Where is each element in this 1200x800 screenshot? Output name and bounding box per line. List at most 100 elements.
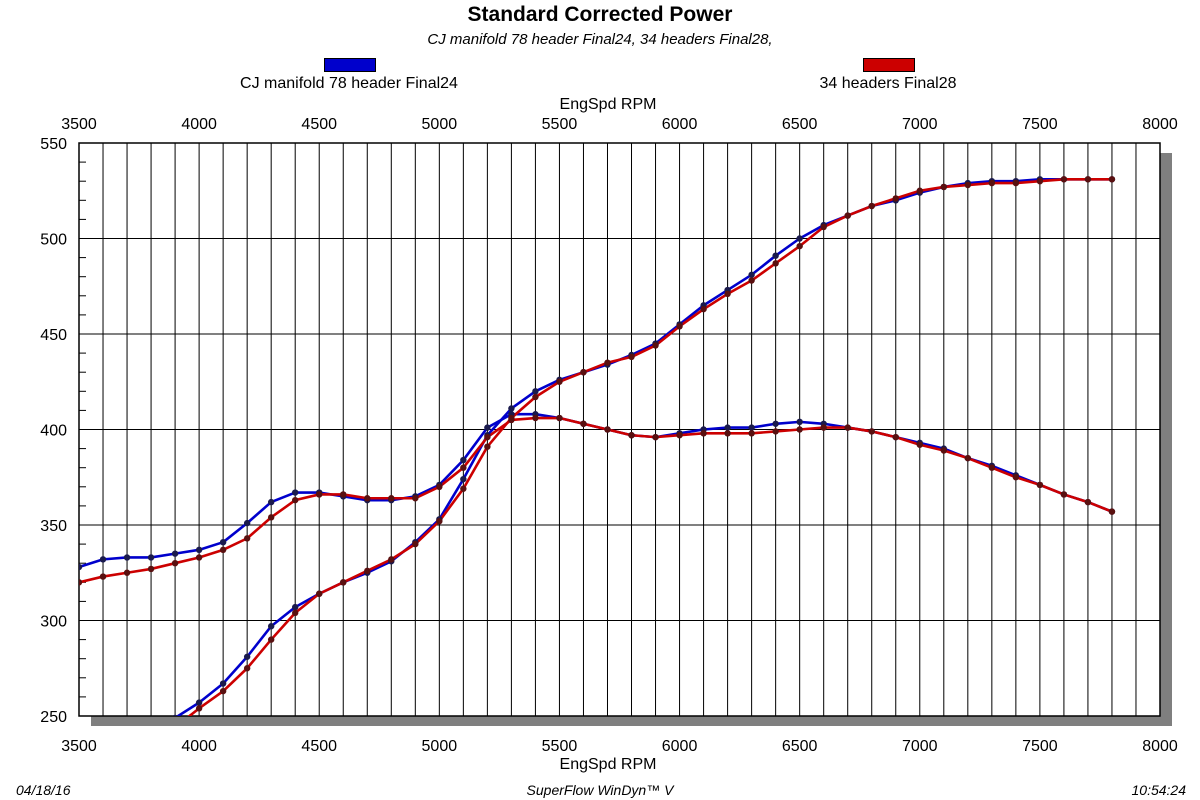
series-2-torque-point	[460, 464, 467, 471]
series-2-torque-point	[171, 560, 179, 567]
series-2-power-point	[1012, 179, 1020, 187]
series-2-torque-point	[1084, 498, 1092, 506]
series-1-torque-point	[79, 563, 83, 571]
legend-swatch-series-1	[324, 58, 376, 72]
series-2-power-point	[292, 609, 299, 617]
series-2-power-point	[964, 181, 972, 189]
series-2-torque-point	[652, 433, 659, 441]
x-tick-label-top: 5000	[422, 116, 458, 133]
series-1-torque-point	[147, 554, 155, 561]
series-2-power-point	[556, 378, 563, 385]
series-1-torque-point	[219, 538, 227, 546]
series-2-power-point	[484, 443, 491, 450]
y-tick-label: 550	[40, 136, 67, 153]
series-2-torque-point	[748, 430, 755, 437]
data-curves	[79, 176, 1116, 716]
series-2-power-point	[676, 323, 683, 330]
series-2-torque-point	[820, 424, 827, 431]
y-tick-label: 500	[40, 232, 67, 249]
series-2-power-point	[628, 353, 635, 361]
footer-time: 10:54:24	[1131, 782, 1187, 798]
x-tick-label-bottom: 4000	[181, 738, 217, 755]
x-tick-label-bottom: 6500	[782, 738, 818, 755]
plot-frame	[78, 142, 1161, 717]
series-1-power-point	[219, 680, 227, 687]
legend-label-series-1: CJ manifold 78 header Final24	[240, 75, 458, 92]
x-tick-label-top: 8000	[1142, 116, 1178, 133]
series-2-torque-point	[1036, 481, 1044, 489]
x-tick-label-bottom: 7000	[902, 738, 938, 755]
series-2-power-point	[219, 687, 227, 695]
legend-swatch-series-2	[863, 58, 915, 72]
y-tick-label: 300	[40, 614, 67, 631]
series-1-torque-point	[796, 418, 803, 426]
x-axis-title-bottom: EngSpd RPM	[560, 756, 657, 773]
series-2-torque-point	[676, 432, 683, 439]
series-2-torque-point	[123, 569, 131, 576]
series-2-torque-point	[79, 579, 83, 586]
series-2-torque-point	[219, 546, 227, 554]
x-tick-label-top: 4500	[301, 116, 337, 133]
series-2-power-point	[1060, 176, 1068, 183]
series-2-torque-point	[316, 491, 323, 498]
x-tick-label-bottom: 5500	[542, 738, 578, 755]
series-1-power-point	[532, 388, 539, 395]
series-1-power-point	[772, 252, 779, 259]
series-2-power-point	[892, 195, 899, 202]
chart-subtitle: CJ manifold 78 header Final24, 34 header…	[427, 31, 773, 48]
y-tick-label: 400	[40, 423, 67, 440]
series-2-torque-point	[604, 426, 611, 433]
legend-label-series-2: 34 headers Final28	[819, 75, 957, 92]
series-2-power-point	[1036, 178, 1044, 185]
series-1-torque-point	[243, 519, 251, 527]
series-1-power-point	[195, 699, 203, 706]
x-tick-label-top: 7500	[1022, 116, 1058, 133]
series-1-power-point	[243, 653, 251, 660]
series-2-power-point	[724, 290, 731, 298]
series-2-torque-point	[292, 496, 299, 504]
series-1-torque-point	[292, 489, 299, 496]
series-2-torque-point	[1108, 508, 1116, 515]
series-2-torque-point	[700, 430, 707, 437]
series-2-power-point	[508, 414, 515, 422]
x-tick-label-bottom: 3500	[61, 738, 97, 755]
series-2-power-point	[652, 342, 659, 349]
series-2-torque-point	[340, 491, 347, 498]
series-2-torque-point	[724, 430, 731, 437]
series-2-power-point	[340, 579, 347, 586]
series-2-power-point	[700, 305, 707, 313]
series-2-torque-point	[1012, 474, 1020, 481]
series-2-power-point	[436, 517, 443, 525]
series-1-torque-point	[195, 546, 203, 554]
series-2-torque-point	[388, 495, 395, 502]
series-2-power-point	[243, 665, 251, 672]
y-tick-label: 350	[40, 518, 67, 535]
series-1-power-point	[748, 271, 755, 278]
series-1-torque-point	[123, 554, 131, 561]
series-2-torque-point	[844, 424, 851, 431]
x-tick-label-top: 6500	[782, 116, 818, 133]
footer-software: SuperFlow WinDyn™ V	[526, 782, 674, 798]
series-2-torque-point	[532, 414, 539, 422]
chart-title: Standard Corrected Power	[467, 3, 733, 26]
series-1-power-point	[796, 235, 803, 242]
series-1-torque-point	[171, 550, 179, 557]
x-tick-label-top: 4000	[181, 116, 217, 133]
series-2-torque-point	[267, 514, 275, 521]
y-tick-label: 450	[40, 327, 67, 344]
series-2-torque-point	[99, 573, 107, 580]
x-tick-label-top: 7000	[902, 116, 938, 133]
series-2-power-point	[604, 359, 611, 366]
y-tick-label: 250	[40, 709, 67, 726]
series-2-power-point	[388, 556, 395, 563]
series-1-torque-point	[460, 456, 467, 464]
series-2-torque-point	[243, 535, 251, 542]
series-2-torque-point	[796, 426, 803, 433]
x-tick-label-bottom: 8000	[1142, 738, 1178, 755]
series-1-torque-point	[99, 556, 107, 563]
series-2-power-point	[820, 223, 827, 231]
footer-date: 04/18/16	[16, 782, 71, 798]
series-1-power-point	[508, 405, 515, 412]
series-2-power-point	[988, 179, 996, 187]
